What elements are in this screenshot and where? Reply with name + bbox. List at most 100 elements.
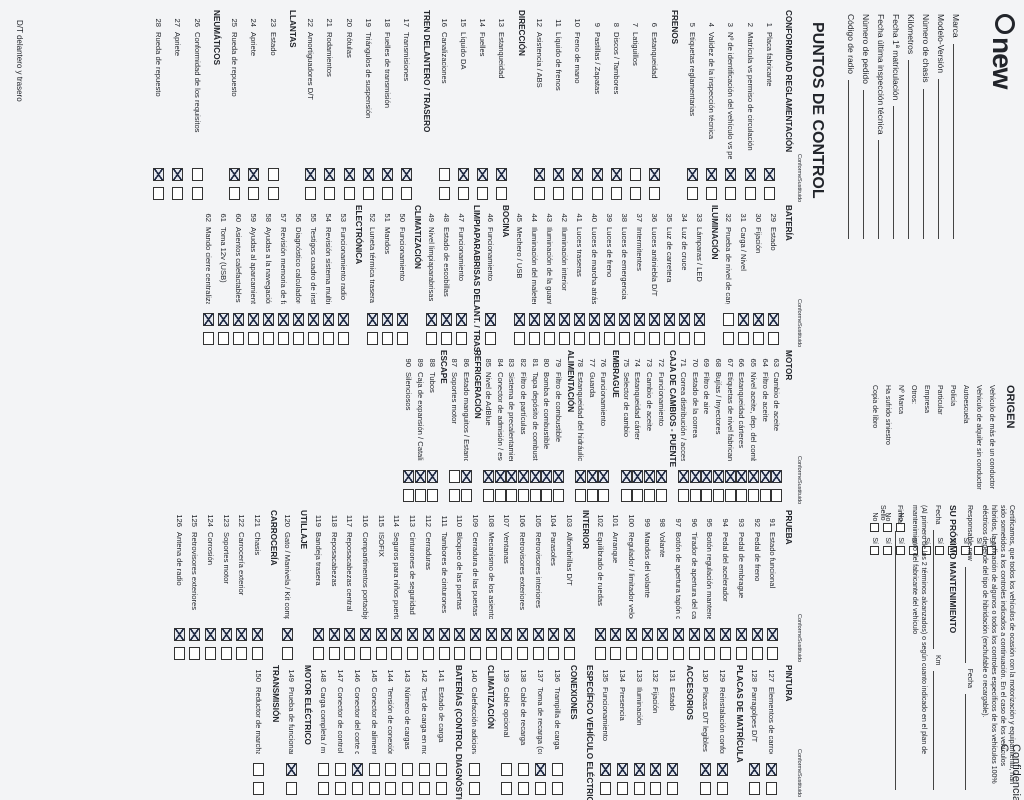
- item-label: Tubos: [427, 372, 437, 393]
- conforme-checkbox: [724, 470, 736, 483]
- sustituido-checkbox: [501, 782, 513, 795]
- check-item: 112 Cerraduras: [422, 510, 434, 660]
- origen-label: Policía: [949, 385, 956, 407]
- sustituido-checkbox: [650, 782, 662, 795]
- check-item: 94 Pedal del acelerador: [720, 510, 732, 660]
- conforme-checkbox: [382, 313, 393, 326]
- sustituido-checkbox: [704, 647, 716, 660]
- item-number: 73: [645, 358, 655, 367]
- item-number: 66: [737, 358, 747, 367]
- conforme-checkbox: [402, 763, 414, 776]
- conforme-checkbox: [368, 763, 380, 776]
- item-label: Placa fabricante: [764, 32, 774, 87]
- origen-label: Vehículo de más de un conductor: [988, 385, 995, 489]
- sustituido-checkbox: [766, 782, 778, 795]
- item-label: Nivel limpiaparabrisas: [427, 227, 436, 302]
- item-number: 77: [587, 358, 597, 367]
- section-heading: CARROCERÍA: [268, 510, 278, 566]
- field-label: Kilómetros: [906, 14, 916, 55]
- sustituido-checkbox: [532, 647, 544, 660]
- check-item: 25 Rueda de repuesto: [229, 10, 241, 200]
- conforme-header: Conforme: [796, 154, 802, 179]
- section-heading: BATERÍAS (CONTROL DIAGNÓSTICO): [453, 665, 463, 800]
- item-label: Luz de cruce: [680, 227, 689, 271]
- option-label: Sí: [871, 537, 878, 544]
- sustituido-checkbox: [529, 489, 541, 502]
- sustituido-checkbox: [633, 782, 645, 795]
- item-label: Mando cierre centralizado: [204, 227, 213, 304]
- conforme-checkbox: [767, 628, 779, 641]
- footnote: D/T delantero y trasero: [15, 20, 24, 102]
- check-item: 10 Freno de mano: [572, 10, 584, 200]
- item-label: Retrovisores exteriores: [518, 532, 528, 611]
- check-item: 65 Nivel aceite, dep. del combustible: [748, 350, 760, 502]
- item-number: 98: [658, 518, 668, 527]
- sustituido-checkbox: [641, 647, 653, 660]
- item-number: 82: [518, 358, 528, 367]
- item-number: 93: [736, 518, 746, 527]
- km-line: [933, 671, 942, 790]
- conforme-checkbox: [501, 628, 513, 641]
- item-number: 72: [656, 358, 666, 367]
- item-label: Sistema de precalentamiento: [507, 372, 517, 461]
- sustituido-checkbox: [625, 647, 637, 660]
- origen-label: Ha sufrido siniestro: [884, 385, 891, 445]
- item-label: Estanqueidad cárteres: [737, 372, 747, 448]
- item-number: 3: [726, 22, 736, 27]
- item-number: 88: [427, 358, 437, 367]
- item-label: Estado de carga: [436, 687, 446, 743]
- item-label: Cinturones de seguridad: [408, 532, 418, 615]
- check-item: 34 Luz de cruce: [679, 205, 690, 345]
- check-item: 87 Soportes motor: [448, 350, 460, 502]
- sello-label: Sello: [879, 505, 886, 521]
- check-item: 13 Estanqueidad: [496, 10, 508, 200]
- conforme-checkbox: [293, 313, 304, 326]
- field-line: [908, 60, 909, 239]
- item-label: Parasoles: [549, 532, 559, 566]
- item-label: Presencia: [617, 687, 627, 721]
- item-label: Revisión sistema multimedia: [324, 227, 333, 304]
- item-label: Intermitentes: [635, 227, 644, 271]
- item-label: Reposacabezas central: [345, 532, 355, 612]
- check-item: 111 Tambores de cinturones: [438, 510, 450, 660]
- sustituido-checkbox: [172, 187, 184, 200]
- item-number: 111: [439, 515, 449, 527]
- field-row: Fecha 1ª matriculación: [891, 14, 906, 239]
- check-item: 68 Bujías / Inyectores: [713, 350, 725, 502]
- conforme-checkbox: [385, 763, 397, 776]
- item-number: 91: [768, 518, 778, 527]
- item-number: 110: [455, 514, 465, 527]
- item-label: Latiguillos: [631, 32, 641, 66]
- item-number: 127: [767, 669, 777, 682]
- item-number: 45: [515, 213, 524, 222]
- section-heading: CLIMATIZACIÓN: [486, 665, 496, 729]
- item-label: Funcionamiento: [486, 227, 495, 282]
- sustituido-header: Sustituido: [796, 638, 802, 663]
- sustituido-checkbox: [391, 647, 403, 660]
- conforme-checkbox: [649, 313, 660, 326]
- check-item: 17 Transmisiones: [401, 10, 413, 200]
- conforme-checkbox: [278, 313, 289, 326]
- item-label: Fijación: [651, 687, 661, 714]
- item-label: Bomba de combustible: [542, 372, 552, 450]
- conforme-checkbox: [749, 763, 761, 776]
- sustituido-checkbox: [253, 782, 264, 795]
- item-label: Reductor de marcha D/T: [254, 687, 263, 754]
- item-number: 92: [752, 518, 762, 527]
- item-label: Nivel de AdBlue: [483, 372, 493, 426]
- item-label: Estado de la correa: [690, 372, 700, 438]
- item-label: Correa distribución / accesorios: [679, 372, 689, 461]
- item-label: Cable de recarga: [519, 687, 528, 746]
- item-number: 52: [368, 213, 377, 222]
- item-number: 102: [595, 514, 605, 527]
- section-heading: DIRECCIÓN: [516, 10, 526, 56]
- check-item: 64 Filtro de aceite: [759, 350, 771, 502]
- item-label: Reinstalación conforme: [717, 687, 727, 754]
- conforme-checkbox: [598, 470, 610, 483]
- field-label: Fecha última inspección técnica: [876, 14, 886, 135]
- conforme-checkbox: [610, 628, 622, 641]
- item-number: 119: [313, 514, 323, 527]
- sustituido-checkbox: [548, 647, 560, 660]
- check-item: 143 Número de cargas: [402, 665, 414, 795]
- field-line: [848, 80, 849, 239]
